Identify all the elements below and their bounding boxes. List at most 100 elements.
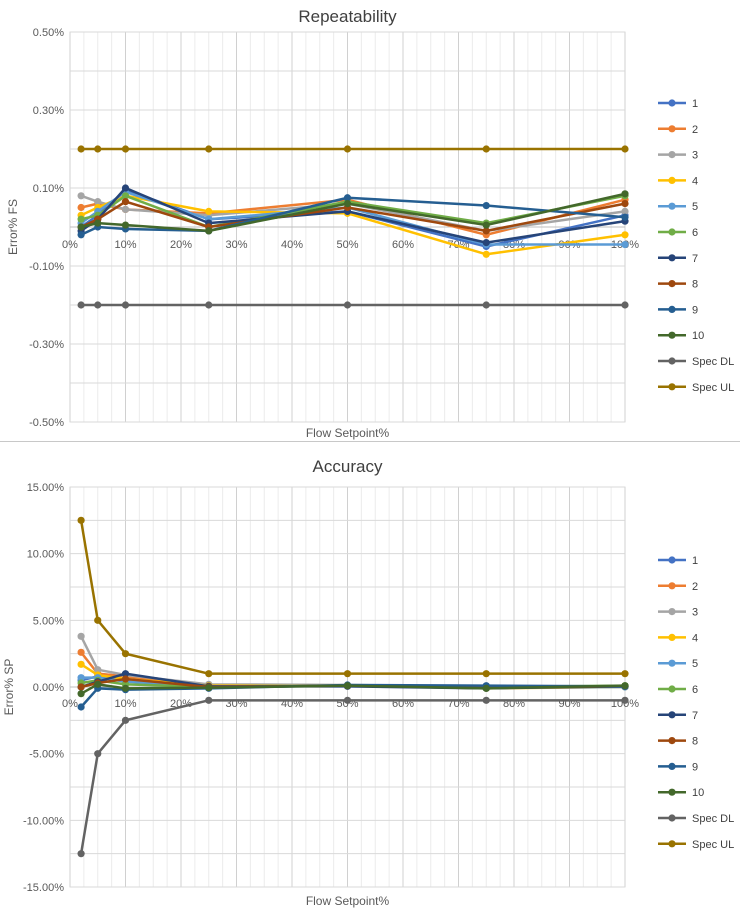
- data-point: [121, 716, 130, 724]
- legend-label: 9: [692, 304, 698, 316]
- data-point: [94, 145, 102, 153]
- legend-swatch-marker: [668, 633, 676, 641]
- data-point: [121, 205, 130, 214]
- x-tick-label: 10%: [114, 698, 136, 710]
- data-point: [77, 145, 85, 153]
- chart-title: Repeatability: [298, 7, 397, 26]
- data-point: [121, 192, 130, 200]
- accuracy-chart: -15.00% -10.00% -5.00% 0.00% 5.00% 10.00% 15.0…: [2, 457, 734, 908]
- legend-swatch-marker: [668, 659, 676, 667]
- data-point: [621, 301, 629, 309]
- y-tick-label: -10.00%: [23, 815, 64, 827]
- legend-label: 4: [692, 632, 698, 644]
- data-point: [94, 198, 102, 206]
- legend-label: Spec UL: [692, 382, 734, 394]
- repeatability-chart: -0.50% -0.30% -0.10% 0.10% 0.30% 0.50% 0% 10% 20…: [6, 7, 734, 440]
- y-axis-label: Error% FS: [6, 199, 20, 255]
- data-point: [343, 682, 352, 690]
- x-tick-label: 20%: [170, 239, 192, 251]
- data-point: [621, 670, 629, 678]
- data-point: [77, 690, 85, 698]
- legend-label: 3: [692, 607, 698, 619]
- data-point: [121, 670, 130, 678]
- data-point: [77, 683, 85, 691]
- data-point: [482, 201, 490, 210]
- legend-label: 5: [692, 201, 698, 213]
- data-point: [77, 231, 85, 239]
- data-point: [94, 219, 102, 227]
- data-point: [205, 684, 213, 692]
- data-point: [205, 145, 213, 153]
- data-point: [94, 750, 102, 758]
- series-line: [79, 699, 625, 854]
- series-line: [80, 190, 625, 246]
- x-tick-label: 30%: [225, 239, 247, 251]
- data-point: [621, 696, 629, 704]
- data-point: [482, 145, 490, 153]
- legend-label: 9: [692, 761, 698, 773]
- legend-swatch-marker: [668, 99, 676, 107]
- data-point: [621, 200, 629, 208]
- data-point: [621, 682, 629, 690]
- legend-label: 2: [692, 581, 698, 593]
- legend-label: 8: [692, 736, 698, 748]
- x-tick-label: 60%: [392, 239, 414, 251]
- y-tick-label: 0.00%: [33, 682, 64, 694]
- y-tick-label: -0.10%: [29, 261, 64, 273]
- legend-swatch-marker: [668, 711, 676, 719]
- legend-label: Spec UL: [692, 839, 734, 851]
- data-point: [77, 215, 85, 223]
- data-point: [121, 221, 130, 229]
- y-tick-label: -0.50%: [29, 417, 64, 429]
- legend-label: 8: [692, 279, 698, 291]
- legend-swatch-marker: [668, 556, 676, 564]
- data-point: [121, 198, 130, 206]
- x-axis-label: Flow Setpoint%: [306, 426, 390, 440]
- y-tick-label: -0.30%: [29, 339, 64, 351]
- data-point: [482, 696, 490, 704]
- chart-title: Accuracy: [313, 457, 383, 476]
- data-point: [77, 850, 85, 858]
- legend-swatch-marker: [668, 305, 676, 313]
- legend-swatch-marker: [668, 582, 676, 590]
- data-point: [94, 301, 102, 309]
- legend-swatch-marker: [668, 254, 676, 262]
- legend-label: 7: [692, 253, 698, 265]
- data-point: [77, 223, 85, 231]
- data-point: [343, 670, 352, 678]
- data-point: [621, 213, 629, 221]
- legend-swatch-marker: [668, 737, 676, 745]
- legend-swatch-marker: [668, 357, 676, 365]
- legend-label: 7: [692, 710, 698, 722]
- data-point: [343, 696, 352, 704]
- legend-swatch-marker: [668, 176, 676, 184]
- data-point: [343, 145, 352, 153]
- data-point: [343, 301, 352, 309]
- data-point: [121, 301, 130, 309]
- data-point: [121, 145, 130, 153]
- data-point: [621, 207, 629, 215]
- data-point: [482, 239, 490, 247]
- legend-label: Spec DL: [692, 813, 734, 825]
- data-point: [121, 184, 130, 192]
- data-point: [94, 666, 102, 674]
- data-point: [77, 301, 85, 309]
- data-point: [621, 240, 629, 249]
- data-point: [205, 227, 213, 235]
- x-tick-label: 40%: [281, 239, 303, 251]
- data-point: [121, 650, 130, 658]
- y-tick-label: 0.50%: [33, 27, 64, 39]
- legend-swatch-marker: [668, 840, 676, 848]
- legend-swatch-marker: [668, 202, 676, 210]
- data-point: [94, 680, 102, 688]
- x-tick-label: 20%: [170, 698, 192, 710]
- legend-swatch-marker: [668, 685, 676, 693]
- y-tick-label: 0.10%: [33, 183, 64, 195]
- data-point: [482, 684, 490, 692]
- data-point: [121, 684, 130, 692]
- data-point: [482, 221, 490, 229]
- legend-label: 1: [692, 555, 698, 567]
- data-point: [482, 670, 490, 678]
- data-point: [121, 675, 130, 683]
